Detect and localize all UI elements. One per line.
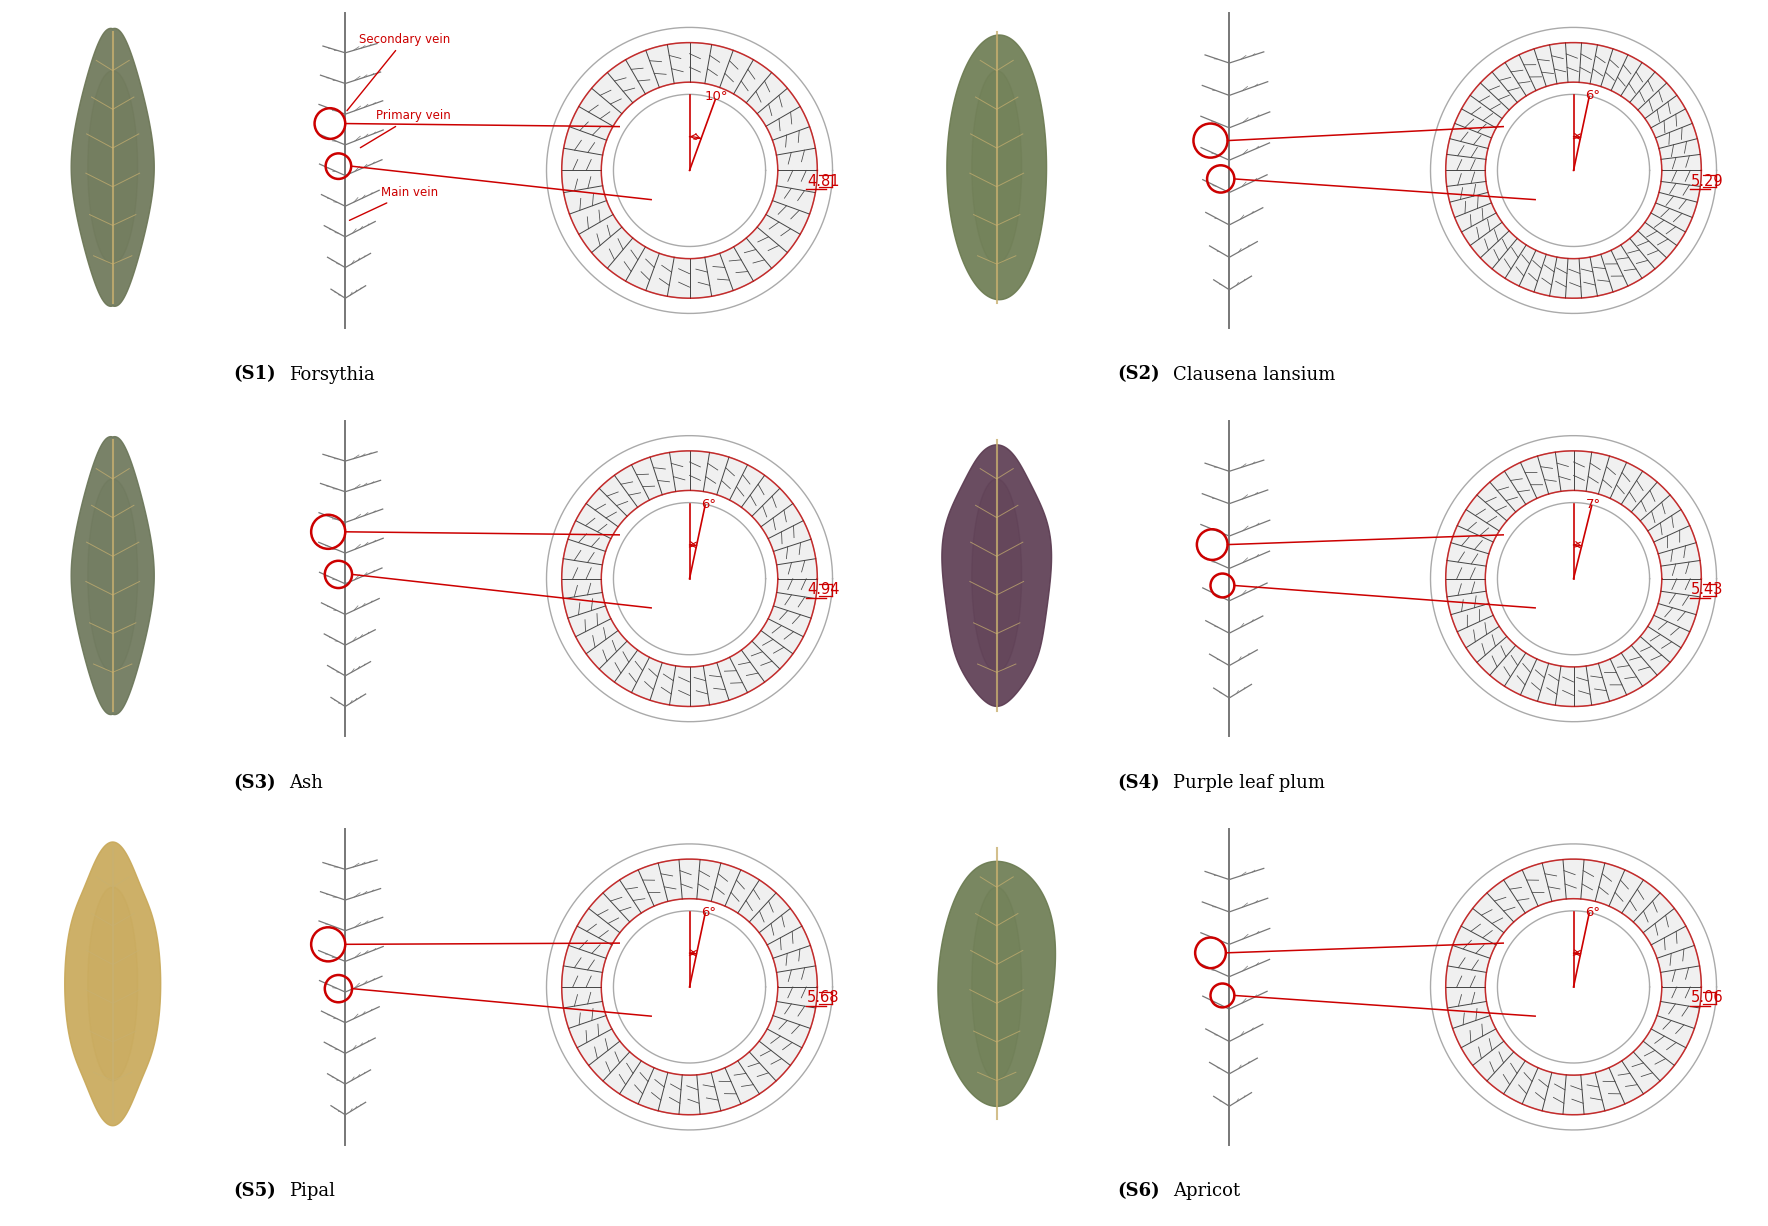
Text: (S1): (S1) [233, 365, 276, 384]
Text: Main vein: Main vein [350, 186, 438, 221]
Polygon shape [972, 71, 1022, 264]
Text: 5.29: 5.29 [1690, 174, 1724, 189]
Text: (S4): (S4) [1117, 774, 1160, 792]
Polygon shape [88, 888, 138, 1080]
Text: 6°: 6° [702, 906, 716, 918]
Polygon shape [948, 36, 1047, 299]
Text: 4.81: 4.81 [806, 174, 840, 189]
Polygon shape [88, 479, 138, 672]
Polygon shape [65, 842, 161, 1125]
Polygon shape [88, 71, 138, 264]
Text: (S2): (S2) [1117, 365, 1160, 384]
Polygon shape [71, 436, 154, 715]
Text: Ash: Ash [288, 774, 324, 792]
Text: Pipal: Pipal [288, 1182, 334, 1200]
Text: Apricot: Apricot [1172, 1182, 1239, 1200]
Text: 5.43: 5.43 [1690, 582, 1724, 597]
Text: (S6): (S6) [1117, 1182, 1160, 1200]
Text: 6°: 6° [1586, 89, 1600, 102]
Text: 4.94: 4.94 [806, 582, 840, 597]
Text: Primary vein: Primary vein [361, 109, 451, 147]
Text: Purple leaf plum: Purple leaf plum [1172, 774, 1324, 792]
Polygon shape [972, 888, 1022, 1080]
Text: 5.68: 5.68 [806, 991, 840, 1005]
Polygon shape [71, 28, 154, 306]
Text: 5.06: 5.06 [1690, 991, 1724, 1005]
Text: Forsythia: Forsythia [288, 365, 375, 384]
Polygon shape [972, 479, 1022, 672]
Text: (S5): (S5) [233, 1182, 276, 1200]
Text: 10°: 10° [705, 89, 728, 103]
Text: 6°: 6° [1586, 906, 1600, 918]
Polygon shape [942, 445, 1052, 706]
Text: 7°: 7° [1586, 498, 1602, 511]
Text: 6°: 6° [702, 498, 716, 510]
Text: Secondary vein: Secondary vein [347, 33, 451, 110]
Text: Clausena lansium: Clausena lansium [1172, 365, 1335, 384]
Text: (S3): (S3) [233, 774, 276, 792]
Polygon shape [937, 862, 1055, 1106]
